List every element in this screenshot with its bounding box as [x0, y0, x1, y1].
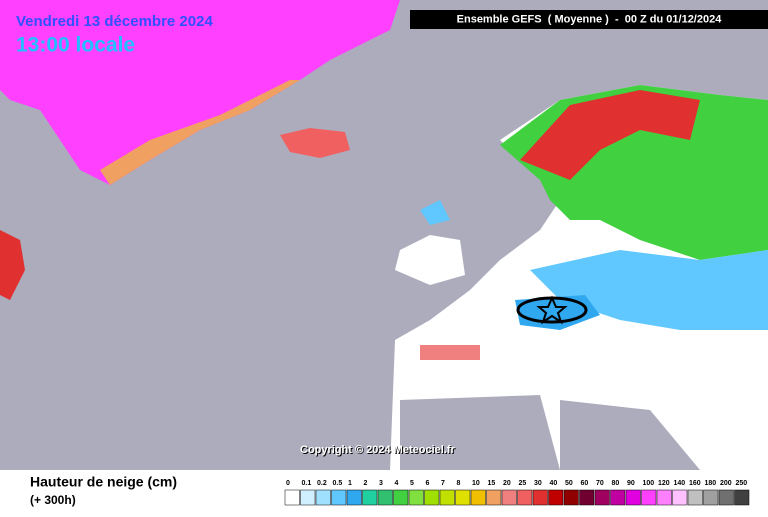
scale-label: 180	[705, 480, 717, 487]
scale-label: 20	[503, 480, 511, 487]
scale-label: 40	[550, 480, 558, 487]
legend-subtitle: (+ 300h)	[30, 493, 76, 507]
mediterranean	[400, 395, 700, 470]
scale-swatch	[563, 489, 579, 506]
scale-label: 90	[627, 480, 635, 487]
scale-label: 0.5	[333, 480, 343, 487]
scale-swatch	[315, 489, 331, 506]
labrador	[0, 230, 25, 300]
scale-swatch	[579, 489, 595, 506]
scale-swatch	[548, 489, 564, 506]
scale-label: 200	[720, 480, 732, 487]
scale-label: 140	[674, 480, 686, 487]
scale-swatch	[734, 489, 750, 506]
norway-snow	[520, 90, 700, 180]
scale-swatch	[625, 489, 641, 506]
scale-label: 5	[410, 480, 414, 487]
scale-swatch	[641, 489, 657, 506]
scale-label: 120	[658, 480, 670, 487]
scale-label: 2	[364, 480, 368, 487]
scale-swatch	[439, 489, 455, 506]
scale-swatch	[331, 489, 347, 506]
scale-label: 3	[379, 480, 383, 487]
scale-swatch	[718, 489, 734, 506]
scale-swatch	[501, 489, 517, 506]
scale-swatch	[300, 489, 316, 506]
copyright-shadow: Copyright © 2024 Meteociel.fr	[301, 445, 457, 457]
time: 13:00 locale	[16, 34, 135, 57]
scotland-snow	[420, 200, 450, 225]
greenland-coast	[100, 80, 300, 185]
scale-swatch	[346, 489, 362, 506]
focus-star	[536, 295, 568, 325]
scale-label: 160	[689, 480, 701, 487]
scale-swatch	[703, 489, 719, 506]
scale-swatch	[377, 489, 393, 506]
pyrenees-snow	[420, 345, 480, 360]
scale-label: 15	[488, 480, 496, 487]
greenland	[0, 0, 400, 185]
scale-label: 250	[736, 480, 748, 487]
scale-label: 100	[643, 480, 655, 487]
scale-label: 50	[565, 480, 573, 487]
scale-swatch	[594, 489, 610, 506]
scale-label: 4	[395, 480, 399, 487]
scale-label: 25	[519, 480, 527, 487]
scale-swatch	[455, 489, 471, 506]
central-snow	[530, 250, 768, 330]
scale-swatch	[610, 489, 626, 506]
scale-label: 1	[348, 480, 352, 487]
title-bar	[410, 10, 768, 29]
scale-swatch	[486, 489, 502, 506]
date: Vendredi 13 décembre 2024	[16, 13, 213, 30]
scale-swatch	[362, 489, 378, 506]
scale-swatch	[470, 489, 486, 506]
scale-label: 60	[581, 480, 589, 487]
run-title: Ensemble GEFS ( Moyenne ) - 00 Z du 01/1…	[457, 13, 723, 25]
scale-swatch	[532, 489, 548, 506]
scale-swatch	[408, 489, 424, 506]
copyright: Copyright © 2024 Meteociel.fr	[300, 444, 456, 456]
scale-label: 80	[612, 480, 620, 487]
scale-label: 70	[596, 480, 604, 487]
scale-label: 6	[426, 480, 430, 487]
legend-title: Hauteur de neige (cm)	[30, 474, 177, 490]
scale-swatch	[517, 489, 533, 506]
iceland	[280, 128, 350, 158]
scale-swatch	[687, 489, 703, 506]
british-isles	[395, 235, 465, 285]
scale-swatch	[284, 489, 300, 506]
scale-label: 0	[286, 480, 290, 487]
scale-label: 0.2	[317, 480, 327, 487]
scale-swatch	[424, 489, 440, 506]
scale-label: 7	[441, 480, 445, 487]
scale-swatch	[393, 489, 409, 506]
scale-swatch	[656, 489, 672, 506]
scale-swatch	[672, 489, 688, 506]
scale-label: 10	[472, 480, 480, 487]
scale-label: 30	[534, 480, 542, 487]
scale-label: 8	[457, 480, 461, 487]
scale-label: 0.1	[302, 480, 312, 487]
